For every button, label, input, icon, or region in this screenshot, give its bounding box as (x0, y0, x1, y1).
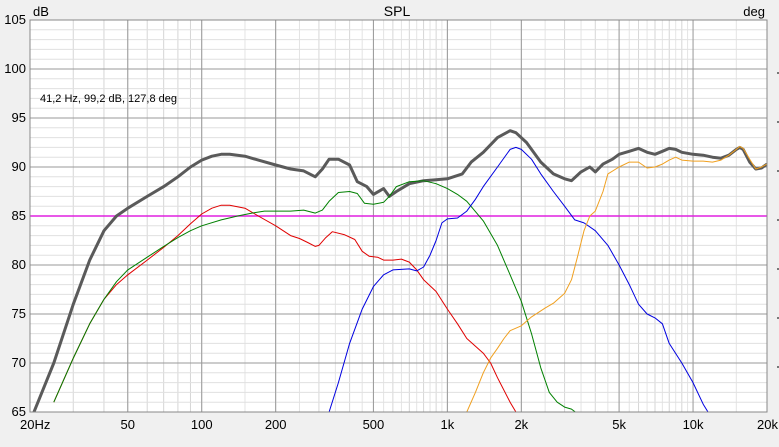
y-tick-label: 80 (12, 257, 26, 272)
plot-frame (29, 19, 768, 413)
y-tick-label: 75 (12, 306, 26, 321)
y-tick-label: 90 (12, 159, 26, 174)
cursor-readout: 41,2 Hz, 99,2 dB, 127,8 deg (40, 93, 177, 105)
series-line-5 (466, 145, 767, 412)
chart-title: SPL (384, 3, 411, 19)
y-tick-label: 95 (12, 110, 26, 125)
x-tick-label: 200 (265, 417, 287, 432)
x-tick-labels: 20Hz 50 100 200 500 1k 2k 5k 10k 20k (20, 417, 778, 432)
series-line-4 (328, 146, 709, 412)
x-tick-label: 20k (757, 417, 778, 432)
x-tick-label: 2k (514, 417, 528, 432)
x-tick-label: 20Hz (20, 417, 50, 432)
x-tick-label: 50 (121, 417, 135, 432)
y-tick-label: 70 (12, 355, 26, 370)
y-tick-label: 105 (4, 12, 26, 27)
x-tick-label: 5k (612, 417, 626, 432)
series-group (32, 129, 767, 412)
x-tick-label: 1k (441, 417, 455, 432)
x-tick-label: 100 (191, 417, 213, 432)
y-axis-label: dB (33, 4, 49, 19)
series-line-1 (32, 129, 767, 412)
y-tick-label: 100 (4, 61, 26, 76)
y2-axis-label: deg (743, 4, 765, 19)
y-tick-labels: 105 100 95 90 85 80 75 70 65 (4, 12, 26, 419)
x-tick-label: 500 (363, 417, 385, 432)
series-line-3 (53, 180, 577, 412)
x-tick-label: 10k (683, 417, 704, 432)
y-tick-label: 65 (12, 404, 26, 419)
y-tick-label: 85 (12, 208, 26, 223)
